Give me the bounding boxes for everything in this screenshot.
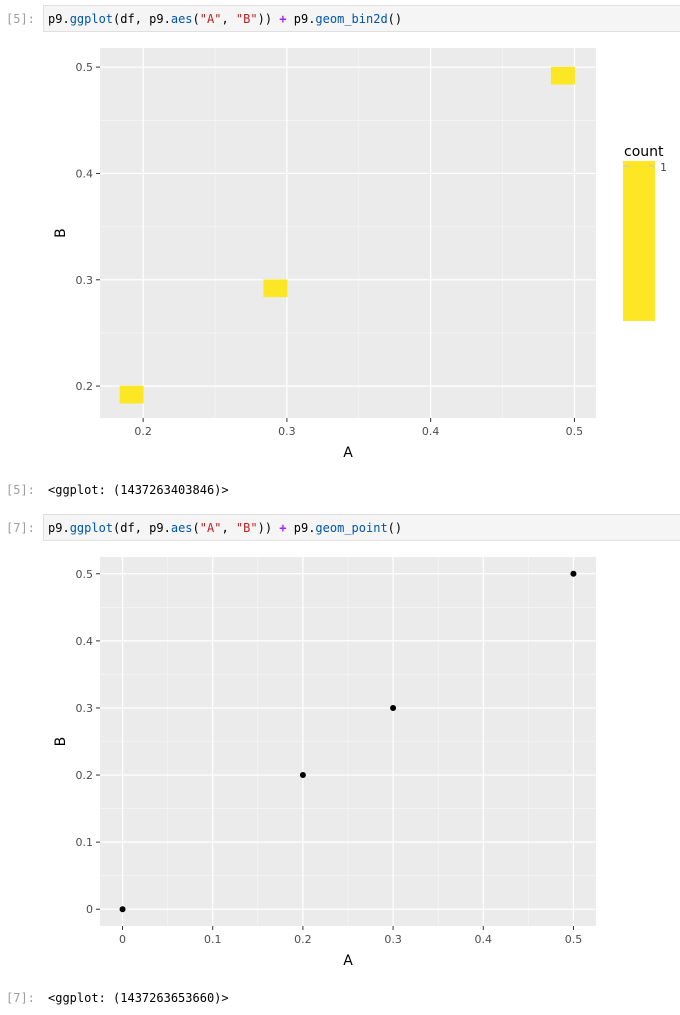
- x-tick-label: 0: [119, 933, 126, 946]
- y-tick-label: 0.3: [76, 274, 94, 287]
- y-tick-label: 0.2: [76, 380, 94, 393]
- code-token: ,: [221, 12, 236, 26]
- x-tick-label: 0.5: [565, 933, 583, 946]
- x-tick-label: 0.3: [384, 933, 402, 946]
- x-axis-title: A: [343, 953, 353, 969]
- code-token: +: [279, 521, 287, 535]
- bin-tile: [263, 279, 288, 298]
- code-token: (): [387, 12, 403, 26]
- output-text-7: <ggplot: (1437263653660)>: [48, 991, 229, 1005]
- data-point: [299, 772, 306, 779]
- code-token: "B": [235, 12, 258, 26]
- data-point: [119, 906, 126, 913]
- code-token: p9.: [286, 12, 316, 26]
- data-point: [390, 704, 397, 711]
- code-token: aes: [170, 12, 193, 26]
- legend-colorbar: [623, 161, 655, 321]
- y-tick-label: 0.4: [76, 635, 94, 648]
- code-token: (: [192, 12, 200, 26]
- output-text-5: <ggplot: (1437263403846)>: [48, 483, 229, 497]
- y-tick-label: 0.1: [76, 836, 94, 849]
- code-token: ,: [221, 521, 236, 535]
- output-prompt-7: [7]:: [6, 991, 35, 1005]
- code-token: p9.: [286, 521, 316, 535]
- code-token: (: [192, 521, 200, 535]
- y-tick-label: 0.2: [76, 769, 94, 782]
- y-tick-label: 0.4: [76, 167, 94, 180]
- code-token: (df, p9.: [113, 521, 171, 535]
- x-axis-title: A: [343, 445, 353, 461]
- plot-panel: [100, 48, 596, 418]
- y-axis-title: B: [53, 737, 69, 747]
- input-prompt-7: [7]:: [6, 521, 35, 535]
- code-token: aes: [170, 521, 193, 535]
- x-tick-label: 0.4: [475, 933, 493, 946]
- legend-label: 1: [660, 161, 667, 174]
- x-tick-label: 0.3: [278, 425, 296, 438]
- code-cell-7[interactable]: p9.ggplot(df, p9.aes("A", "B")) + p9.geo…: [43, 514, 680, 541]
- code-token: ggplot: [69, 521, 114, 535]
- x-tick-label: 0.5: [566, 425, 584, 438]
- code-cell-5[interactable]: p9.ggplot(df, p9.aes("A", "B")) + p9.geo…: [43, 5, 680, 32]
- y-tick-label: 0.5: [76, 61, 94, 74]
- x-tick-label: 0.2: [294, 933, 312, 946]
- y-tick-label: 0.5: [76, 568, 94, 581]
- code-token: p9.: [48, 12, 70, 26]
- code-token: p9.: [48, 521, 70, 535]
- code-token: ggplot: [69, 12, 114, 26]
- code-token: "B": [235, 521, 258, 535]
- y-axis-title: B: [53, 228, 69, 238]
- bin-tile: [119, 385, 144, 404]
- output-prompt-5: [5]:: [6, 483, 35, 497]
- code-token: "A": [199, 521, 222, 535]
- scatter-plot: 0 0.1 0.2 0.3 0.4 0.5 0 0.1 0.2 0.3 0.4 0.5 A B: [53, 557, 596, 969]
- code-token: )): [257, 12, 280, 26]
- x-tick-label: 0.1: [204, 933, 222, 946]
- code-token: geom_bin2d: [315, 12, 388, 26]
- code-token: )): [257, 521, 280, 535]
- x-tick-label: 0.2: [134, 425, 152, 438]
- y-tick-label: 0: [86, 903, 93, 916]
- code-token: +: [279, 12, 287, 26]
- legend-title: count: [624, 144, 664, 160]
- bin-tile: [550, 66, 575, 85]
- code-token: (): [387, 521, 403, 535]
- data-point: [570, 570, 577, 577]
- input-prompt-5: [5]:: [6, 12, 35, 26]
- x-tick-label: 0.4: [422, 425, 440, 438]
- code-token: geom_point: [315, 521, 388, 535]
- code-token: (df, p9.: [113, 12, 171, 26]
- code-token: "A": [199, 12, 222, 26]
- y-tick-label: 0.3: [76, 702, 94, 715]
